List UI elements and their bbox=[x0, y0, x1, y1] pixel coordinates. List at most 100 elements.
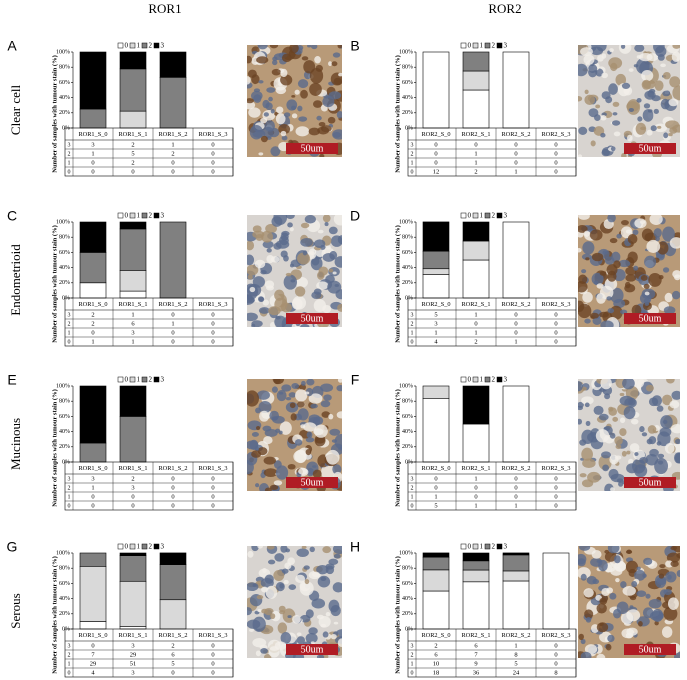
cell bbox=[292, 615, 301, 624]
cell bbox=[271, 386, 278, 393]
cell bbox=[666, 552, 680, 563]
cell bbox=[289, 227, 294, 232]
cell bbox=[321, 463, 335, 481]
table-cell: 0 bbox=[131, 502, 134, 509]
cell bbox=[601, 91, 611, 100]
cell bbox=[300, 89, 308, 99]
column-header: ROR2 bbox=[488, 1, 521, 16]
table-cell: 1 bbox=[131, 338, 134, 345]
micrograph: 50um bbox=[247, 546, 342, 658]
legend-swatch bbox=[141, 42, 148, 49]
cell bbox=[669, 76, 680, 88]
cell bbox=[254, 259, 266, 269]
cell bbox=[303, 565, 310, 570]
cell bbox=[620, 417, 626, 424]
cell bbox=[309, 82, 322, 96]
cell bbox=[642, 109, 654, 122]
category-label: ROR1_S_0 bbox=[78, 131, 107, 138]
cell bbox=[667, 597, 679, 611]
legend-swatch bbox=[153, 212, 160, 219]
cell bbox=[327, 116, 336, 124]
cell bbox=[608, 57, 623, 69]
cell bbox=[616, 601, 629, 615]
cell bbox=[628, 68, 634, 72]
cell bbox=[626, 609, 641, 622]
cell bbox=[604, 549, 610, 554]
cell bbox=[641, 69, 654, 82]
legend-swatch bbox=[153, 543, 160, 550]
cell bbox=[629, 443, 640, 453]
bar-segment bbox=[79, 385, 107, 444]
cell bbox=[585, 257, 590, 261]
table-row-label: 2 bbox=[411, 652, 414, 658]
cell bbox=[256, 56, 269, 64]
legend-label: 3 bbox=[504, 542, 508, 550]
category-label: ROR2_S_3 bbox=[541, 131, 570, 138]
cell bbox=[328, 558, 339, 565]
y-tick-label: 80% bbox=[59, 235, 70, 241]
table-row-label: 0 bbox=[68, 169, 71, 175]
cell bbox=[582, 241, 595, 255]
cell bbox=[662, 394, 673, 406]
cell bbox=[269, 322, 276, 327]
cell bbox=[601, 53, 607, 59]
cell bbox=[294, 449, 307, 464]
table-cell: 29 bbox=[90, 660, 97, 667]
cell bbox=[595, 104, 601, 109]
cell bbox=[251, 431, 259, 437]
table-cell: 0 bbox=[554, 642, 557, 649]
cell bbox=[609, 48, 614, 53]
cell bbox=[621, 220, 629, 226]
category-label: ROR1_S_2 bbox=[158, 131, 187, 138]
table-row-label: 0 bbox=[411, 503, 414, 509]
cell bbox=[578, 633, 584, 641]
cell bbox=[634, 45, 645, 52]
cell bbox=[279, 421, 292, 435]
table-row-label: 1 bbox=[411, 661, 414, 667]
table-cell: 18 bbox=[433, 669, 440, 676]
table-cell: 0 bbox=[554, 475, 557, 482]
cell bbox=[316, 654, 325, 658]
cell bbox=[625, 550, 633, 555]
cell bbox=[248, 107, 261, 118]
cell bbox=[320, 576, 327, 582]
cell bbox=[291, 298, 303, 310]
cell bbox=[615, 444, 622, 450]
cell bbox=[256, 594, 264, 600]
table-cell: 3 bbox=[131, 329, 134, 336]
cell bbox=[664, 292, 673, 303]
legend-label: 1 bbox=[480, 211, 484, 219]
table-cell: 0 bbox=[554, 329, 557, 336]
category-label: ROR1_S_1 bbox=[118, 301, 147, 308]
cell bbox=[621, 82, 631, 90]
micrograph-texture bbox=[247, 379, 342, 491]
column-header: ROR1 bbox=[148, 1, 181, 16]
micrograph: 50um bbox=[578, 45, 680, 157]
table-cell: 7 bbox=[474, 651, 478, 658]
cell bbox=[273, 570, 285, 581]
cell bbox=[639, 220, 646, 225]
cell bbox=[616, 233, 622, 239]
cell bbox=[257, 296, 264, 302]
category-label: ROR2_S_0 bbox=[421, 131, 450, 138]
table-cell: 0 bbox=[211, 669, 214, 676]
bar-segment bbox=[159, 221, 187, 299]
legend-label: 0 bbox=[468, 542, 472, 550]
cell bbox=[609, 432, 616, 439]
y-tick-label: 40% bbox=[59, 429, 70, 435]
table-cell: 8 bbox=[554, 669, 557, 676]
cell bbox=[333, 621, 339, 625]
cell bbox=[596, 45, 607, 52]
cell bbox=[625, 274, 637, 282]
category-label: ROR2_S_0 bbox=[421, 465, 450, 472]
cell bbox=[666, 379, 675, 384]
legend-label: 2 bbox=[149, 375, 153, 383]
category-label: ROR2_S_2 bbox=[501, 632, 530, 639]
y-tick-label: 40% bbox=[59, 596, 70, 602]
cell bbox=[643, 298, 651, 304]
cell bbox=[585, 420, 591, 426]
y-tick-label: 20% bbox=[402, 110, 413, 116]
cell bbox=[308, 127, 320, 136]
cell bbox=[332, 546, 342, 555]
cell bbox=[591, 252, 604, 262]
